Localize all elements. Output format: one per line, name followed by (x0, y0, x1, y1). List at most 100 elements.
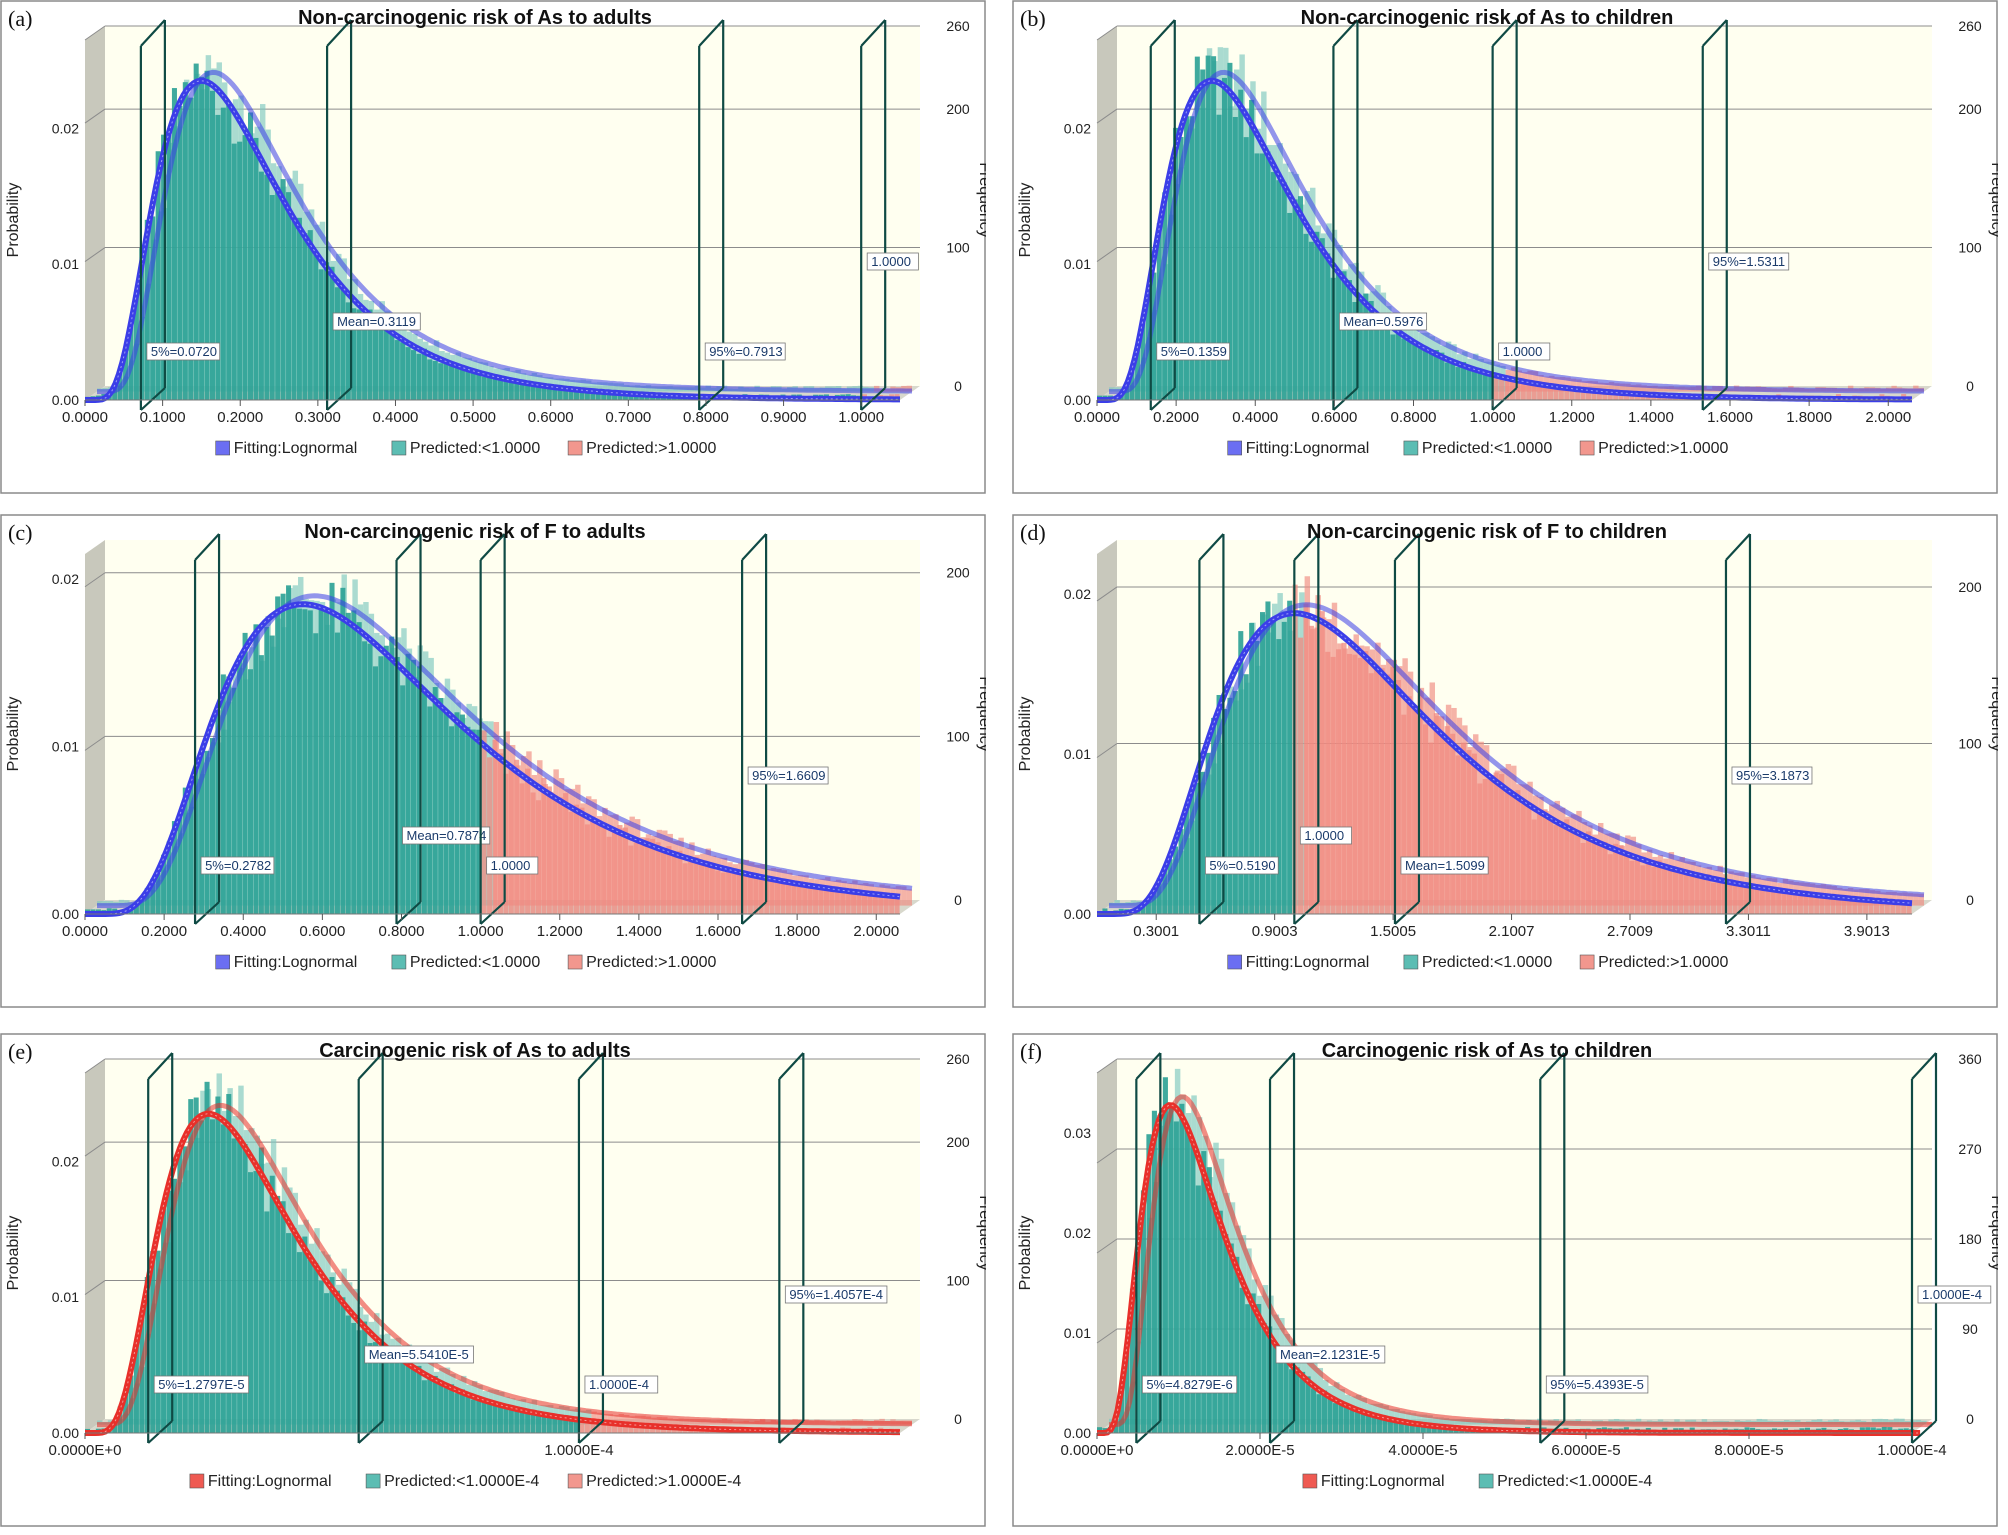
x-tick-label: 2.7009 (1607, 923, 1653, 940)
histogram-bar (275, 186, 281, 400)
histogram-bar (427, 359, 433, 400)
chart-title: Non-carcinogenic risk of F to adults (304, 521, 645, 543)
histogram-bar-depth (1383, 1405, 1389, 1425)
histogram-bar (1292, 199, 1298, 400)
y-axis-title: Probability (5, 697, 22, 772)
histogram-bar (1409, 1423, 1415, 1433)
histogram-bar (1374, 667, 1380, 914)
histogram-bar (264, 1211, 270, 1433)
legend-swatch (1579, 954, 1595, 970)
histogram-bar (840, 888, 846, 914)
marker-line-bottom (1725, 901, 1751, 925)
histogram-bar (1183, 806, 1189, 914)
histogram-bar (237, 141, 243, 401)
histogram-bar (715, 870, 721, 914)
marker-line-top (1149, 19, 1176, 47)
histogram-bar (1338, 1404, 1344, 1433)
y-tick-label: 0.01 (52, 739, 79, 755)
histogram-bar (644, 838, 650, 914)
histogram-bar (383, 645, 389, 914)
histogram-bar (1278, 1348, 1284, 1433)
histogram-bar (1694, 875, 1700, 914)
histogram-bar-depth (1918, 893, 1924, 906)
marker-line-bottom (194, 901, 220, 925)
marker-line-bottom (1332, 387, 1359, 411)
histogram-bar (427, 706, 433, 914)
histogram-bar (731, 868, 737, 914)
y-tick-label: 0.00 (52, 392, 79, 408)
histogram-bar (1195, 1185, 1201, 1433)
histogram-bar-depth (645, 385, 652, 392)
histogram-bar (199, 1120, 205, 1433)
histogram-bar (1575, 833, 1581, 914)
y-tick-label: 0.02 (1064, 120, 1091, 136)
marker-line-bottom (860, 387, 886, 411)
histogram-bar (1205, 752, 1211, 914)
histogram-bar (1602, 842, 1608, 914)
histogram-bar (606, 391, 612, 400)
histogram-bar (329, 1277, 335, 1433)
y2-tick-label: 0 (1966, 1411, 1974, 1427)
histogram-bar (535, 385, 541, 400)
x-tick-label: 1.6000 (695, 923, 741, 940)
histogram-bar (568, 811, 574, 914)
histogram-bar (726, 871, 732, 914)
histogram-bar (144, 888, 150, 914)
histogram-bar (1346, 653, 1352, 914)
histogram-bar (215, 1096, 221, 1433)
legend-swatch (189, 1473, 205, 1489)
histogram-bar (1319, 238, 1325, 400)
histogram-bar (318, 269, 324, 400)
histogram-bar (1857, 898, 1863, 914)
histogram-bar (1173, 1121, 1179, 1433)
marker-line-bottom (1394, 901, 1420, 925)
marker-label: 95%=5.4393E-5 (1550, 1377, 1644, 1392)
legend-swatch (567, 1473, 583, 1489)
histogram-bar (1477, 370, 1483, 400)
histogram-bar-depth (118, 899, 125, 906)
histogram-bar (497, 753, 503, 914)
marker-line-top (140, 19, 166, 47)
histogram-bar (1387, 1419, 1393, 1433)
histogram-bar (1270, 619, 1276, 914)
histogram-bar-depth (569, 379, 576, 392)
y-tick-label: 0.01 (1064, 746, 1091, 762)
histogram-bar (1450, 733, 1456, 914)
legend-label: Predicted:<1.0000E-4 (384, 1473, 539, 1490)
histogram-bar-depth (602, 1413, 608, 1425)
histogram-bar-depth (1625, 383, 1631, 392)
histogram-bar-depth (1877, 1418, 1883, 1425)
x-tick-label: 0.4000 (220, 923, 266, 940)
histogram-bar (443, 360, 449, 400)
histogram-bar (1287, 212, 1293, 400)
histogram-bar (1754, 886, 1760, 914)
chart-panel-c: 5%=0.2782 Mean=0.7874 1.0000 95%=1.6609 0.00… (0, 514, 986, 1008)
histogram-bar (1426, 1425, 1432, 1433)
histogram-bar (590, 816, 596, 914)
marker-label: Mean=5.5410E-5 (369, 1347, 469, 1362)
marker-line-bottom (741, 901, 767, 925)
y-axis-title: Probability (5, 183, 22, 258)
y-tick-label: 0.01 (52, 1289, 79, 1305)
histogram-bar (785, 883, 791, 914)
legend-swatch (1403, 440, 1419, 456)
histogram-bar (530, 385, 536, 400)
histogram-bar (253, 624, 259, 914)
y2-axis-title: Frequency (976, 676, 986, 752)
histogram-bar (1243, 137, 1249, 400)
marker-label: Mean=0.3119 (337, 314, 416, 329)
histogram-bar (1406, 696, 1412, 914)
chart-e: 5%=1.2797E-5 Mean=5.5410E-5 1.0000E-4 95%=1… (0, 1033, 986, 1527)
histogram-bar (688, 862, 694, 914)
histogram-bar (1238, 89, 1244, 401)
y-tick-label: 0.00 (1064, 1425, 1091, 1441)
histogram-bar (1395, 680, 1401, 914)
x-tick-label: 0.0000 (62, 409, 108, 426)
histogram-bar (421, 691, 427, 914)
histogram-bar (307, 230, 313, 400)
histogram-bar (215, 710, 221, 914)
histogram-bar (813, 885, 819, 914)
histogram-bar (1537, 812, 1543, 914)
histogram-bar (356, 309, 362, 400)
histogram-bar (1591, 391, 1597, 400)
